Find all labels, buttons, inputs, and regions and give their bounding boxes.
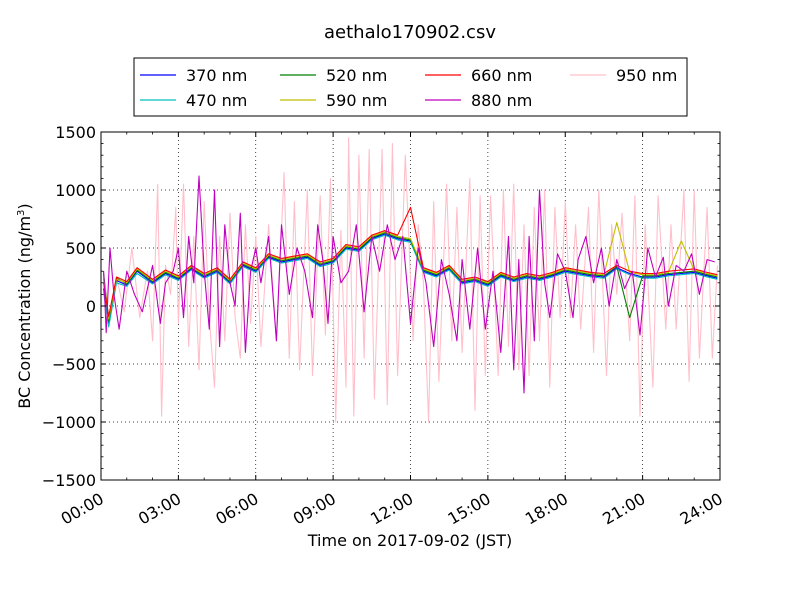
chart-title: aethalo170902.csv [324, 22, 496, 43]
legend-label: 520 nm [326, 66, 387, 85]
y-axis-label-main: BC Concentration (ng/m [15, 216, 34, 409]
y-tick-label: 500 [65, 239, 96, 258]
legend-label: 880 nm [471, 91, 532, 110]
legend-label: 370 nm [186, 66, 247, 85]
series-line-950-nm [103, 137, 718, 423]
y-tick-label: 1000 [55, 181, 96, 200]
series-line-520-nm [103, 232, 718, 322]
legend: 370 nm 470 nm 520 nm 590 nm 660 nm 880 nm 950 … [133, 57, 688, 117]
y-tick-label: −500 [52, 355, 96, 374]
y-tick-label: 1500 [55, 123, 96, 142]
legend-label: 470 nm [186, 91, 247, 110]
y-axis-label: BC Concentration (ng/m3) [15, 203, 34, 408]
series-line-590-nm [103, 221, 718, 320]
x-axis-label: Time on 2017-09-02 (JST) [307, 531, 512, 550]
series-line-880-nm [103, 175, 715, 394]
series-lines [103, 137, 718, 423]
legend-box [133, 57, 688, 117]
y-axis-label-close: ) [15, 203, 34, 209]
y-tick-label: −1500 [42, 471, 96, 490]
series-line-660-nm [103, 206, 718, 317]
y-tick-label: 0 [86, 297, 96, 316]
legend-label: 660 nm [471, 66, 532, 85]
legend-label: 950 nm [616, 66, 677, 85]
legend-label: 590 nm [326, 91, 387, 110]
y-tick-label: −1000 [42, 413, 96, 432]
y-axis-label-superscript: 3 [16, 210, 27, 216]
